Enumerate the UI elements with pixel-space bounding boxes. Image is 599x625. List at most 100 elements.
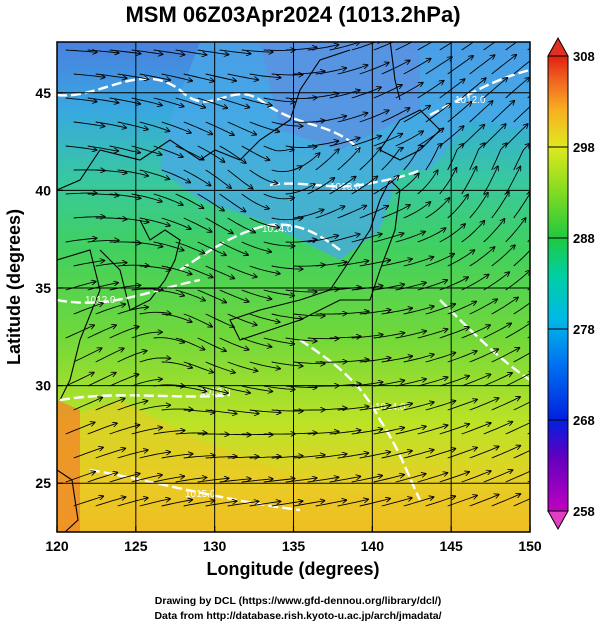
streamline: [205, 313, 235, 327]
streamline: [241, 97, 273, 106]
streamline: [337, 65, 368, 75]
streamline: [513, 106, 530, 123]
streamline: [285, 146, 317, 148]
streamline: [395, 331, 427, 339]
streamline: [461, 325, 491, 339]
streamline: [73, 303, 104, 315]
streamline: [241, 50, 273, 52]
streamline: [469, 143, 485, 171]
streamline: [227, 313, 257, 325]
streamline: [131, 49, 163, 54]
streamline: [315, 454, 347, 459]
streamline: [65, 50, 97, 52]
grid-lines: [57, 42, 530, 532]
streamline: [491, 55, 517, 75]
streamline: [285, 290, 317, 292]
streamline: [329, 336, 361, 338]
streamline: [395, 379, 427, 387]
streamline: [271, 74, 303, 75]
streamline: [241, 145, 270, 160]
streamline: [271, 313, 303, 319]
streamline: [483, 78, 508, 99]
streamline: [381, 148, 404, 171]
streamline: [285, 433, 317, 434]
streamline: [491, 348, 520, 363]
streamline: [491, 494, 521, 507]
contour-label: 1014.0: [375, 402, 406, 413]
streamline: [109, 327, 139, 339]
streamline: [381, 451, 413, 459]
streamline: [381, 108, 410, 123]
streamline: [513, 352, 530, 363]
streamline: [447, 351, 477, 363]
streamline: [395, 131, 424, 147]
streamline: [425, 144, 443, 171]
x-axis-label: Longitude (degrees): [206, 559, 379, 579]
streamline: [483, 42, 496, 51]
streamline: [447, 447, 478, 459]
streamline: [249, 456, 281, 458]
streamline: [285, 478, 317, 483]
streamline: [197, 145, 225, 162]
streamline: [483, 124, 506, 147]
streamline: [425, 496, 456, 507]
streamline: [227, 501, 259, 507]
streamline: [439, 376, 470, 387]
streamline: [491, 397, 521, 411]
streamline: [491, 192, 509, 219]
streamline: [219, 145, 246, 163]
streamline: [461, 124, 485, 147]
streamline: [439, 472, 470, 483]
streamline: [139, 73, 171, 80]
streamline: [527, 47, 530, 51]
streamline: [329, 42, 360, 51]
streamline: [337, 453, 369, 459]
streamline: [505, 270, 530, 291]
streamline: [491, 446, 521, 459]
streamline: [513, 401, 530, 411]
colorbar-tick-label: 288: [573, 231, 595, 246]
streamline: [87, 194, 119, 196]
streamline: [65, 422, 95, 435]
streamline: [183, 410, 215, 413]
streamline: [469, 495, 499, 507]
streamline: [447, 301, 477, 315]
streamline: [307, 338, 339, 339]
streamline: [175, 241, 205, 254]
streamline: [337, 206, 367, 219]
streamline: [109, 374, 139, 387]
streamline: [131, 427, 163, 435]
streamline: [469, 349, 499, 363]
streamline: [505, 218, 526, 243]
streamline: [351, 335, 383, 339]
streamline: [373, 175, 399, 195]
streamline: [197, 241, 227, 255]
streamline: [447, 102, 472, 123]
streamline: [491, 297, 519, 315]
streamline: [351, 136, 382, 147]
streamline: [73, 261, 105, 267]
streamline: [359, 206, 389, 219]
streamline: [329, 138, 360, 147]
streamline: [351, 429, 383, 435]
streamline: [337, 360, 369, 363]
latitude-ticks: 25 30 35 40 45: [35, 85, 63, 491]
y-axis-label: Latitude (degrees): [4, 209, 24, 365]
streamline: [175, 145, 204, 160]
streamline: [117, 169, 149, 176]
map-area: 1012.0 1013.0 1014.0 1012.0 1013.0 1014.…: [57, 42, 530, 532]
x-tick-label: 120: [45, 538, 69, 554]
y-tick-label: 45: [35, 85, 51, 101]
x-tick-label: 140: [361, 538, 385, 554]
streamline: [175, 385, 207, 392]
streamline: [161, 500, 193, 507]
streamline: [219, 337, 249, 350]
streamline: [117, 498, 148, 507]
streamline: [197, 478, 229, 483]
streamline: [219, 289, 249, 302]
streamline: [139, 499, 171, 507]
streamline: [175, 97, 206, 108]
streamline: [139, 405, 171, 411]
streamline: [315, 68, 347, 75]
